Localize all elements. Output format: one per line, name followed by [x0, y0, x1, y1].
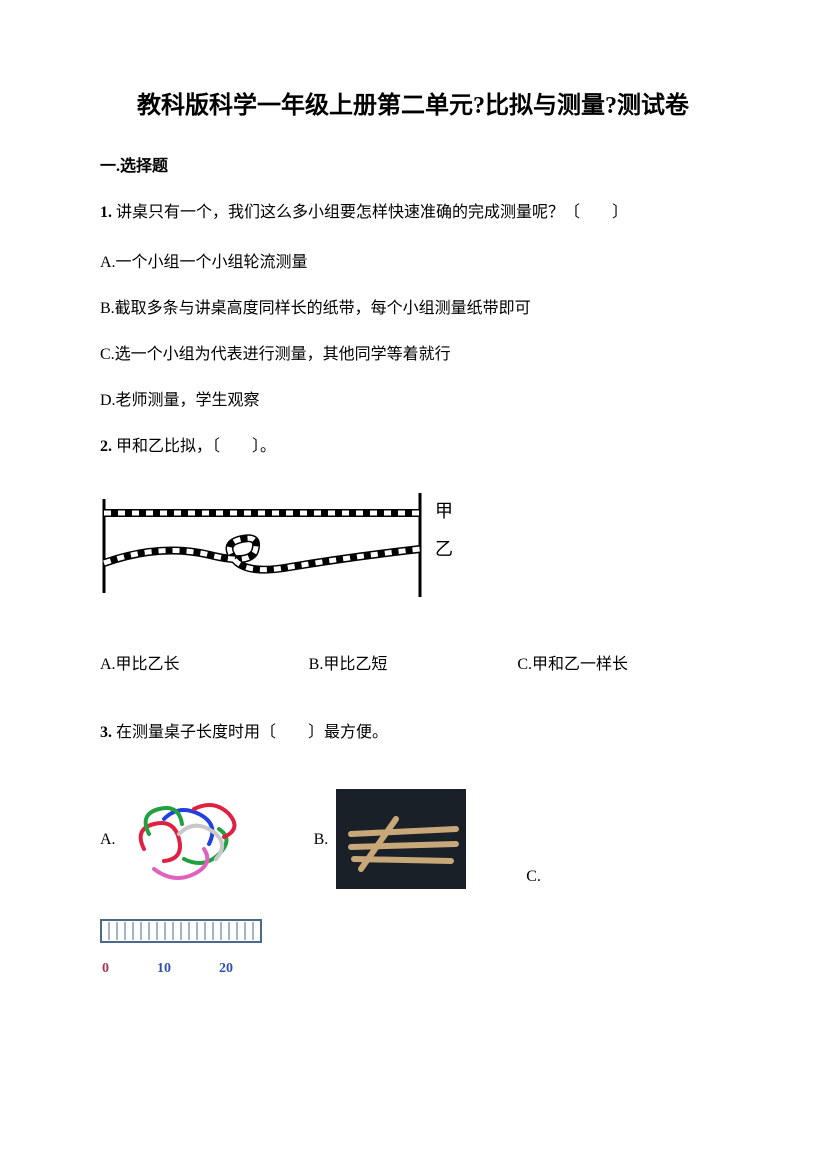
- question-2: 2. 甲和乙比拟，〔 〕。: [100, 431, 726, 463]
- ruler-label-0: 0: [102, 958, 109, 980]
- page-title: 教科版科学一年级上册第二单元?比拟与测量?测试卷: [100, 90, 726, 124]
- q2-option-a: A.甲比乙长: [100, 652, 309, 678]
- q3-option-a: A.: [100, 789, 254, 889]
- q2-options: A.甲比乙长 B.甲比乙短 C.甲和乙一样长: [100, 652, 726, 678]
- rope-diagram: 甲 乙: [100, 493, 726, 612]
- q3-opt-b-label: B.: [314, 827, 329, 853]
- q3-option-b: B.: [314, 789, 467, 889]
- q2-number: 2.: [100, 438, 112, 455]
- q1-text: 讲桌只有一个，我们这么多小组要怎样快速准确的完成测量呢？〔 〕: [116, 204, 628, 221]
- q3-images: A. B. C.: [100, 789, 726, 889]
- paperclips-icon: [124, 789, 254, 889]
- q2-text: 甲和乙比拟，〔 〕。: [116, 438, 276, 455]
- question-1: 1. 讲桌只有一个，我们这么多小组要怎样快速准确的完成测量呢？〔 〕: [100, 197, 726, 229]
- label-jia: 甲: [435, 501, 453, 521]
- ruler-icon: [100, 919, 270, 945]
- q3-opt-a-label: A.: [100, 827, 116, 853]
- ruler-labels: 0 10 20: [100, 958, 726, 980]
- q3-opt-c-label: C.: [526, 864, 541, 890]
- q1-option-a: A.一个小组一个小组轮流测量: [100, 247, 726, 279]
- ruler-diagram: 0 10 20: [100, 919, 726, 980]
- label-yi: 乙: [435, 539, 453, 559]
- ruler-label-10: 10: [157, 958, 171, 980]
- q2-option-b: B.甲比乙短: [309, 652, 518, 678]
- chopsticks-icon: [336, 789, 466, 889]
- q3-option-c: C.: [526, 864, 541, 890]
- q1-option-d: D.老师测量，学生观察: [100, 385, 726, 417]
- q1-option-b: B.截取多条与讲桌高度同样长的纸带，每个小组测量纸带即可: [100, 293, 726, 325]
- q2-option-c: C.甲和乙一样长: [517, 652, 726, 678]
- section-heading: 一.选择题: [100, 154, 726, 180]
- question-3: 3. 在测量桌子长度时用〔 〕最方便。: [100, 717, 726, 749]
- q1-number: 1.: [100, 204, 112, 221]
- q3-number: 3.: [100, 724, 112, 741]
- q1-option-c: C.选一个小组为代表进行测量，其他同学等着就行: [100, 339, 726, 371]
- q3-text: 在测量桌子长度时用〔 〕最方便。: [116, 724, 388, 741]
- ruler-label-20: 20: [219, 958, 233, 980]
